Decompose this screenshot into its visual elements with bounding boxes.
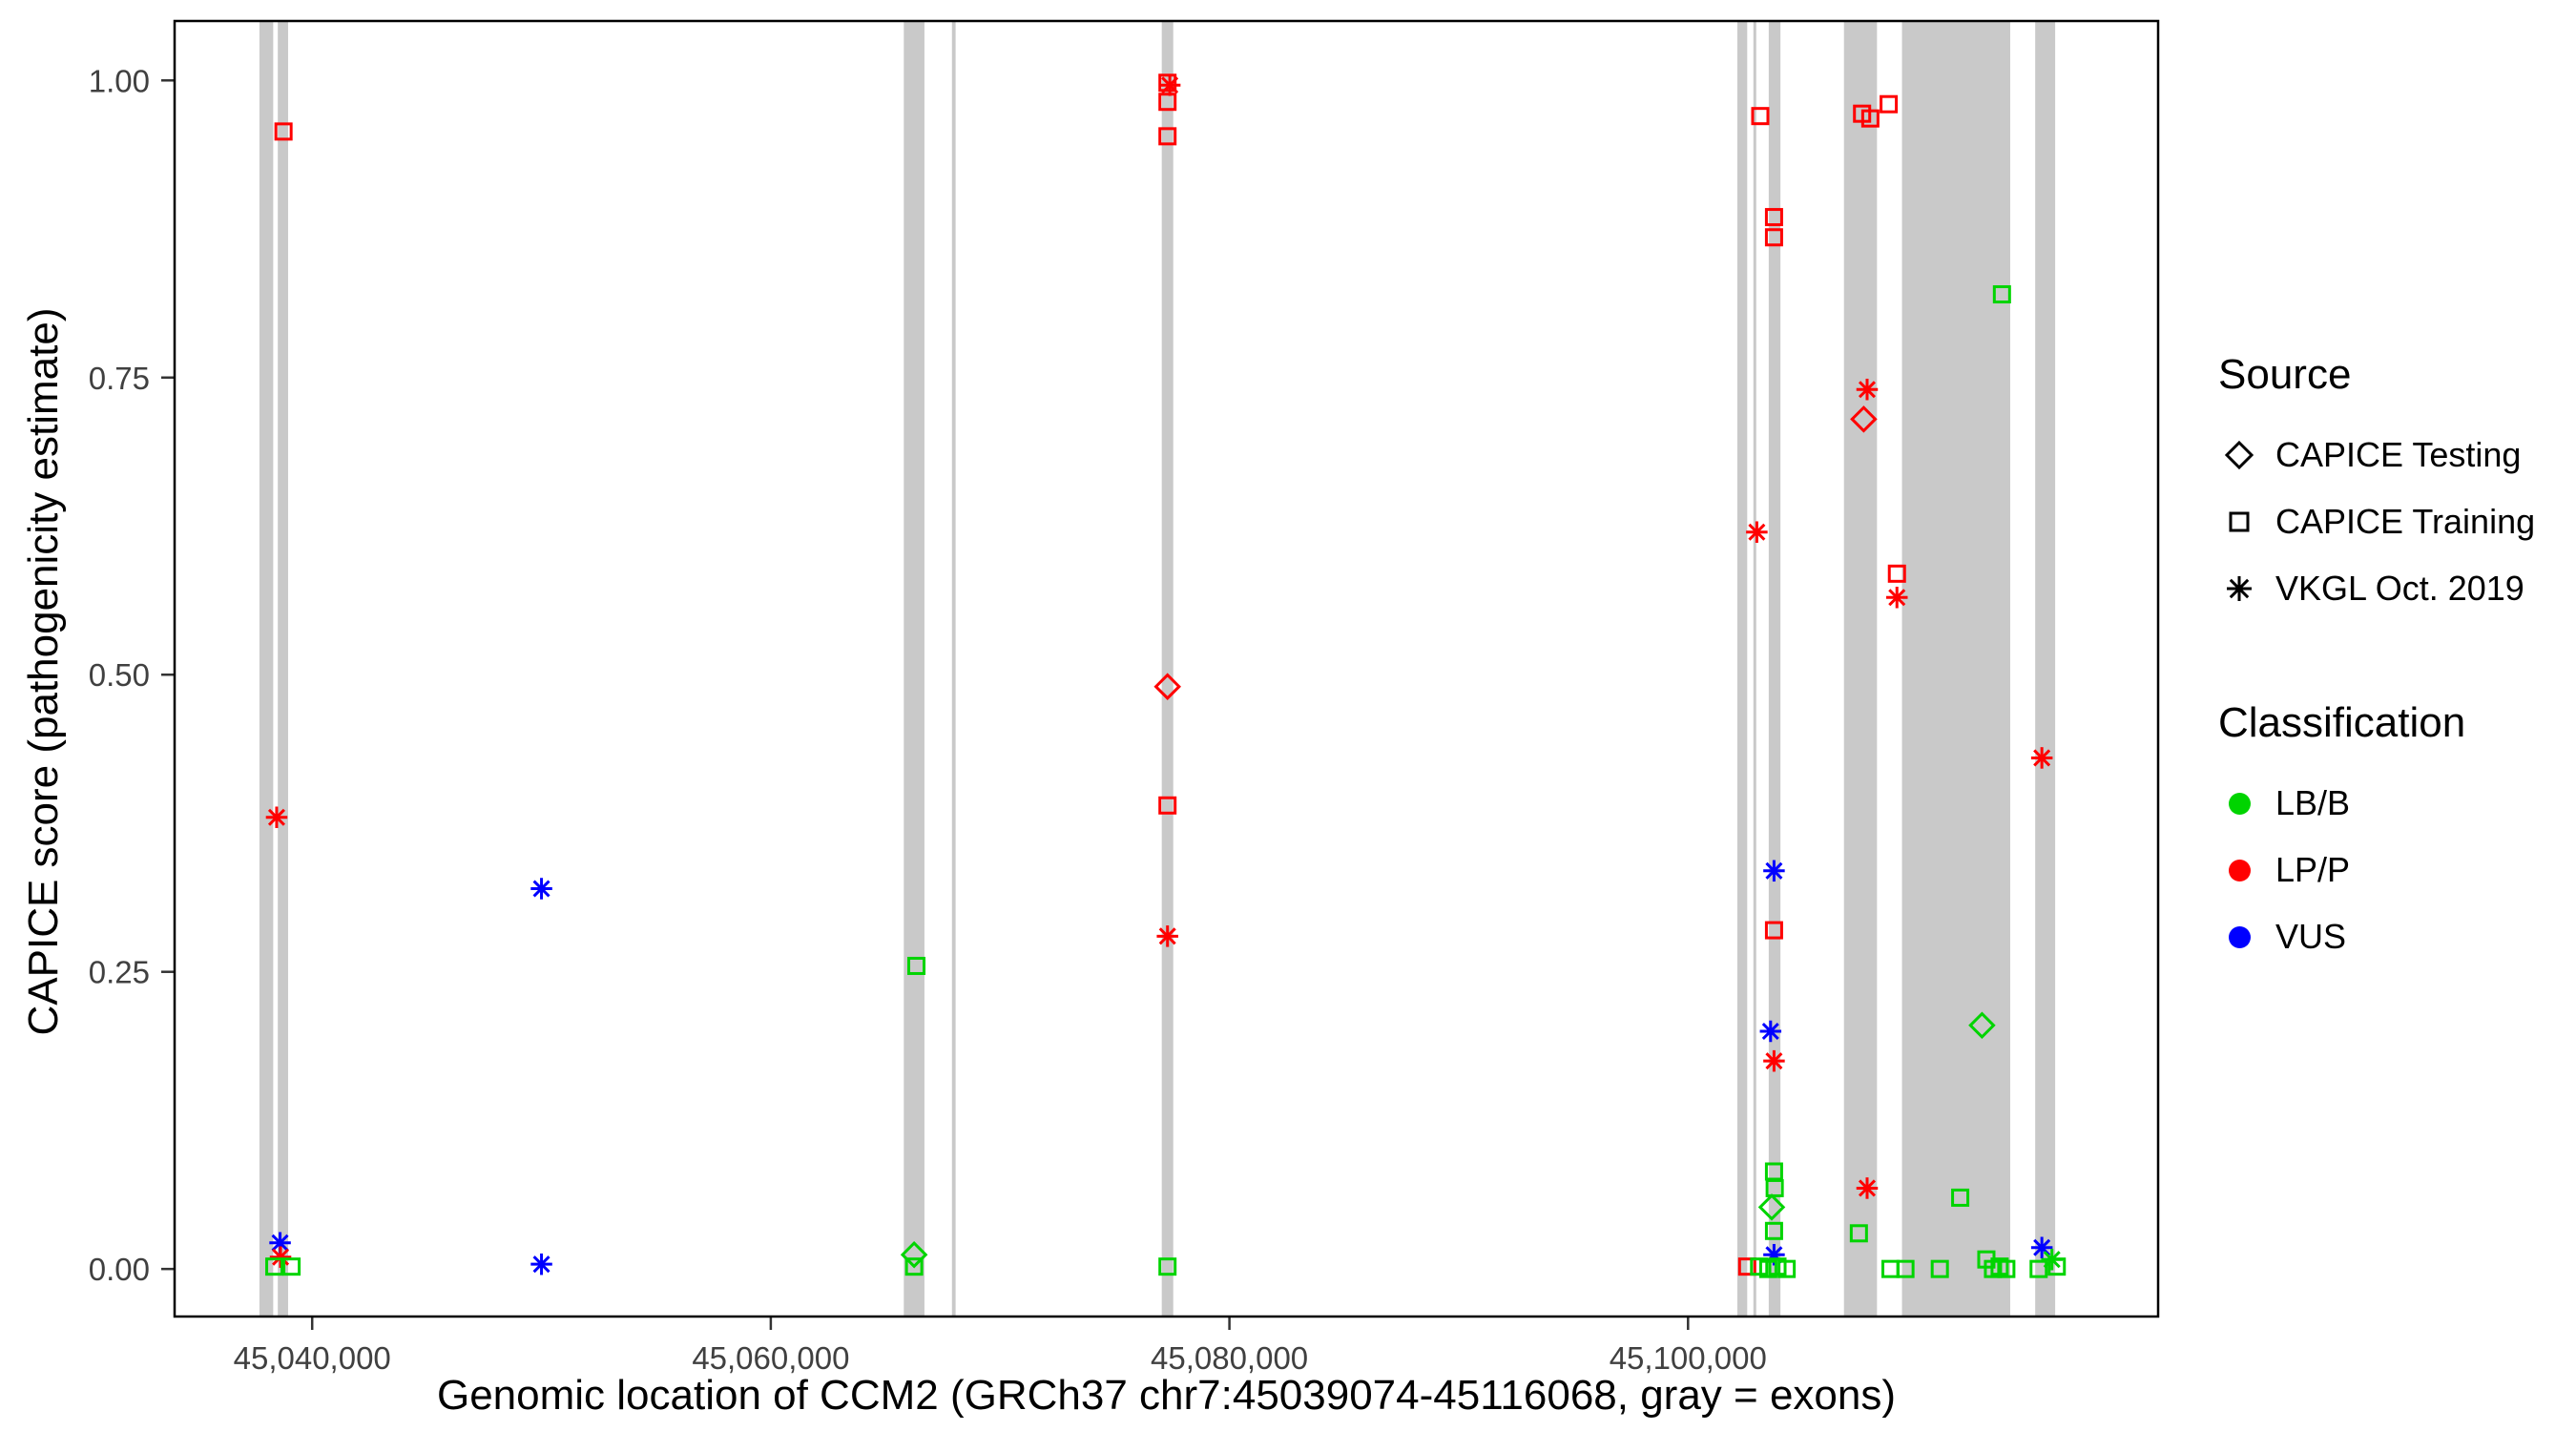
data-point bbox=[1758, 1259, 1777, 1278]
exon-band bbox=[259, 21, 274, 1317]
vus-dot-icon bbox=[2228, 925, 2251, 948]
legend-item-label: VUS bbox=[2275, 917, 2347, 956]
data-point bbox=[1885, 586, 1908, 609]
legend-item-label: LP/P bbox=[2275, 850, 2351, 889]
data-point bbox=[1158, 74, 1181, 96]
legend-item-capice-training: CAPICE Training bbox=[2218, 488, 2573, 555]
data-point bbox=[1750, 1257, 1769, 1276]
data-point bbox=[1763, 860, 1785, 882]
panel-border bbox=[173, 19, 2160, 1318]
exon-band bbox=[1843, 21, 1878, 1317]
data-point bbox=[1158, 93, 1177, 112]
data-point bbox=[274, 122, 293, 141]
square-icon bbox=[2229, 511, 2250, 532]
data-point bbox=[1887, 564, 1906, 583]
data-point bbox=[1881, 1259, 1901, 1278]
data-point bbox=[1764, 208, 1783, 227]
data-point bbox=[1158, 796, 1177, 815]
exon-band bbox=[951, 21, 956, 1317]
legend-item-label: CAPICE Testing bbox=[2275, 435, 2522, 474]
exon-band bbox=[1768, 21, 1781, 1317]
data-point bbox=[1777, 1259, 1797, 1278]
data-point bbox=[1997, 1259, 2016, 1278]
x-axis-title: Genomic location of CCM2 (GRCh37 chr7:45… bbox=[436, 1372, 1897, 1419]
data-point bbox=[904, 1257, 924, 1276]
data-point bbox=[282, 1257, 301, 1276]
legend-item-label: LB/B bbox=[2275, 783, 2351, 822]
x-tick-label: 45,040,000 bbox=[234, 1340, 391, 1376]
data-point bbox=[2029, 1259, 2048, 1278]
legend-item-vkgl: VKGL Oct. 2019 bbox=[2218, 555, 2573, 622]
data-point bbox=[269, 1246, 292, 1268]
data-point bbox=[1856, 1177, 1879, 1199]
data-point bbox=[265, 1257, 284, 1276]
data-point bbox=[1757, 1193, 1786, 1221]
exon-band bbox=[1753, 21, 1756, 1317]
legend-item-capice-testing: CAPICE Testing bbox=[2218, 422, 2573, 488]
data-point bbox=[530, 878, 552, 900]
data-point bbox=[1860, 109, 1880, 128]
data-point bbox=[2030, 747, 2053, 769]
lbb-dot-icon bbox=[2228, 792, 2251, 815]
data-point bbox=[1764, 921, 1783, 940]
data-point bbox=[1951, 1188, 1970, 1207]
y-tick-label: 0.50 bbox=[89, 657, 150, 693]
exon-band bbox=[1161, 21, 1174, 1317]
data-point bbox=[1768, 1257, 1787, 1276]
exon-band bbox=[904, 21, 924, 1317]
exon-band bbox=[278, 21, 288, 1317]
legend-item-label: VKGL Oct. 2019 bbox=[2275, 569, 2524, 608]
y-tick-label: 0.00 bbox=[89, 1252, 150, 1287]
data-point bbox=[1896, 1259, 1915, 1278]
data-point bbox=[265, 806, 288, 828]
data-point bbox=[1759, 1020, 1782, 1043]
data-point bbox=[907, 956, 926, 975]
data-point bbox=[900, 1240, 928, 1269]
asterisk-icon bbox=[2227, 576, 2252, 601]
x-tick-label: 45,060,000 bbox=[692, 1340, 849, 1376]
data-point bbox=[1751, 107, 1770, 126]
x-tick-label: 45,080,000 bbox=[1151, 1340, 1308, 1376]
y-tick-label: 1.00 bbox=[89, 63, 150, 98]
x-tick-label: 45,100,000 bbox=[1610, 1340, 1767, 1376]
data-point bbox=[1746, 521, 1768, 543]
data-point bbox=[1765, 1178, 1784, 1197]
legend-item-vus: VUS bbox=[2218, 903, 2573, 970]
exon-band bbox=[1901, 21, 2010, 1317]
legend-classification: Classification LB/B LP/P VUS bbox=[2218, 699, 2573, 970]
data-point bbox=[1968, 1011, 1996, 1040]
exon-band bbox=[2035, 21, 2056, 1317]
data-point bbox=[1737, 1257, 1756, 1276]
data-point bbox=[1856, 378, 1879, 401]
data-point bbox=[1156, 925, 1178, 947]
data-point bbox=[1158, 127, 1177, 146]
data-point bbox=[1158, 73, 1177, 93]
data-point bbox=[1930, 1259, 1949, 1278]
data-point bbox=[1764, 1221, 1783, 1240]
legend-item-label: CAPICE Training bbox=[2275, 502, 2536, 541]
data-point bbox=[1850, 405, 1878, 433]
legend-item-lbb: LB/B bbox=[2218, 770, 2573, 837]
legend-source: Source CAPICE Testing CAPICE Training bbox=[2218, 351, 2573, 622]
data-point bbox=[1992, 285, 2011, 304]
data-point bbox=[1158, 1257, 1177, 1276]
legend-source-title: Source bbox=[2218, 351, 2352, 398]
data-point bbox=[1153, 673, 1181, 700]
data-point bbox=[530, 1253, 552, 1275]
y-axis-title: CAPICE score (pathogenicity estimate) bbox=[20, 307, 67, 1036]
data-point bbox=[1880, 94, 1899, 114]
exon-band bbox=[1736, 21, 1748, 1317]
data-point bbox=[1849, 1224, 1868, 1243]
y-tick-label: 0.75 bbox=[89, 361, 150, 396]
diamond-icon bbox=[2224, 440, 2254, 470]
data-point bbox=[1764, 228, 1783, 247]
data-point bbox=[1763, 1049, 1785, 1072]
data-point bbox=[2047, 1257, 2067, 1276]
legend-classification-title: Classification bbox=[2218, 699, 2466, 746]
legend-item-lpp: LP/P bbox=[2218, 837, 2573, 903]
lpp-dot-icon bbox=[2228, 859, 2251, 881]
y-tick-label: 0.25 bbox=[89, 955, 150, 990]
